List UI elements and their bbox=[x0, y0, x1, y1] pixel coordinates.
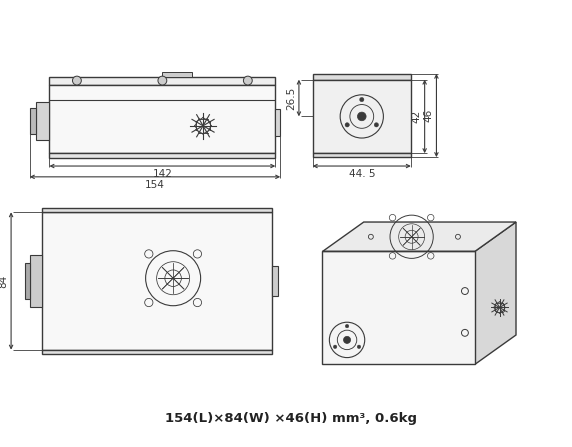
Bar bbox=[30, 108, 35, 134]
Bar bbox=[49, 76, 275, 84]
Circle shape bbox=[244, 76, 252, 85]
Circle shape bbox=[358, 112, 366, 121]
Bar bbox=[272, 266, 279, 296]
Bar bbox=[49, 84, 275, 153]
Bar bbox=[313, 80, 411, 153]
Polygon shape bbox=[475, 222, 516, 364]
Text: 44. 5: 44. 5 bbox=[348, 169, 375, 179]
Polygon shape bbox=[323, 222, 516, 252]
Text: 142: 142 bbox=[152, 169, 172, 179]
Text: 154(L)×84(W) ×46(H) mm³, 0.6kg: 154(L)×84(W) ×46(H) mm³, 0.6kg bbox=[165, 413, 417, 426]
Text: 26.5: 26.5 bbox=[286, 86, 296, 110]
Circle shape bbox=[158, 76, 167, 85]
Bar bbox=[30, 255, 42, 307]
Text: 42: 42 bbox=[412, 110, 422, 123]
Bar bbox=[25, 263, 30, 299]
Bar bbox=[42, 350, 272, 354]
Circle shape bbox=[333, 345, 337, 349]
Bar bbox=[313, 74, 411, 80]
Bar bbox=[162, 72, 192, 76]
Bar bbox=[42, 208, 272, 212]
Bar bbox=[42, 212, 272, 350]
Bar bbox=[313, 153, 411, 157]
Text: 154: 154 bbox=[145, 180, 165, 190]
Polygon shape bbox=[323, 252, 475, 364]
Circle shape bbox=[345, 325, 349, 328]
Circle shape bbox=[345, 122, 349, 127]
Circle shape bbox=[358, 345, 361, 349]
Circle shape bbox=[360, 97, 364, 102]
Circle shape bbox=[73, 76, 81, 85]
Bar bbox=[275, 109, 280, 136]
Bar bbox=[49, 153, 275, 158]
Text: 46: 46 bbox=[423, 109, 434, 122]
Circle shape bbox=[374, 122, 379, 127]
Bar bbox=[35, 101, 49, 139]
Circle shape bbox=[344, 337, 351, 343]
Text: 84: 84 bbox=[0, 274, 8, 287]
